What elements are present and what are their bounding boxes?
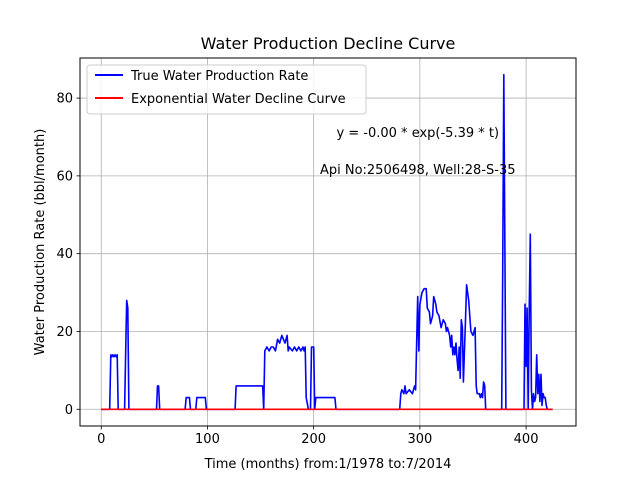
y-tick-label: 60 [56,169,73,184]
legend-box [86,64,367,115]
plot-frame [79,57,577,427]
y-tick-label: 0 [65,403,73,418]
equation-annotation: y = -0.00 * exp(-5.39 * t) [336,126,499,141]
y-tick-label: 20 [56,325,73,340]
y-tick-label: 40 [56,247,73,262]
legend: True Water Production Rate Exponential W… [86,64,367,115]
legend-label-exponential: Exponential Water Decline Curve [131,92,346,107]
x-tick-label: 200 [301,432,326,447]
well-annotation: Api No:2506498, Well:28-S-35 [320,163,516,178]
x-tick-label: 0 [97,432,105,447]
y-axis-label: Water Production Rate (bbl/month) [33,129,48,356]
x-axis-label: Time (months) from:1/1978 to:7/2014 [204,457,452,472]
axis-ticks: 0 100 200 300 400 0 20 40 60 80 [56,92,538,447]
annotations: y = -0.00 * exp(-5.39 * t) Api No:250649… [320,126,516,178]
legend-label-true-rate: True Water Production Rate [130,69,308,84]
series-line-true-water-rate [101,73,553,411]
y-tick-label: 80 [56,92,73,107]
x-tick-label: 400 [514,432,539,447]
x-tick-label: 100 [195,432,220,447]
x-tick-label: 300 [407,432,432,447]
series-layer [101,73,553,411]
chart-title: Water Production Decline Curve [201,34,456,53]
